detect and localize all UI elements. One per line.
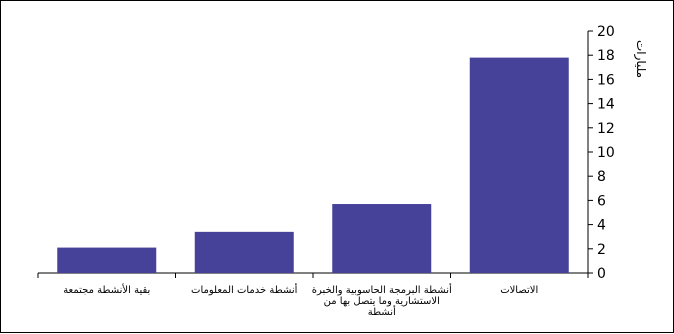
bar [57, 247, 157, 273]
x-tick-label: أنشطة البرمجة الحاسوبية والخبرة الاستشاري… [312, 283, 452, 318]
x-tick-label: بقية الأنشطة مجتمعة [63, 283, 150, 296]
x-tick-label-line: أنشطة خدمات المعلومات [191, 283, 298, 296]
x-tick-label-line: الاستشارية وما يتصل بها من [324, 296, 440, 307]
bar [469, 57, 569, 274]
y-tick-label: 4 [597, 218, 606, 234]
x-tick-label-line: أنشطة البرمجة الحاسوبية والخبرة [312, 283, 452, 296]
y-tick-label: 2 [597, 242, 606, 258]
y-tick-label: 16 [597, 72, 615, 88]
y-tick-label: 18 [597, 48, 615, 64]
bar [332, 204, 432, 273]
y-axis-title: مليارات [633, 40, 648, 78]
bar [194, 231, 294, 273]
x-tick-label: الاتصالات [500, 285, 538, 296]
y-tick-label: 10 [597, 145, 615, 161]
x-tick-label-line: بقية الأنشطة مجتمعة [63, 283, 150, 296]
x-tick-label-line: الاتصالات [500, 285, 538, 296]
y-tick-label: 8 [597, 169, 606, 185]
y-tick-label: 0 [597, 266, 606, 282]
y-tick-label: 14 [597, 97, 615, 113]
y-tick-label: 12 [597, 121, 615, 137]
y-tick-label: 6 [597, 193, 606, 209]
y-tick-label: 20 [597, 24, 615, 40]
x-tick-label: أنشطة خدمات المعلومات [191, 283, 298, 296]
x-tick-label-line: أنشطة [368, 305, 396, 318]
